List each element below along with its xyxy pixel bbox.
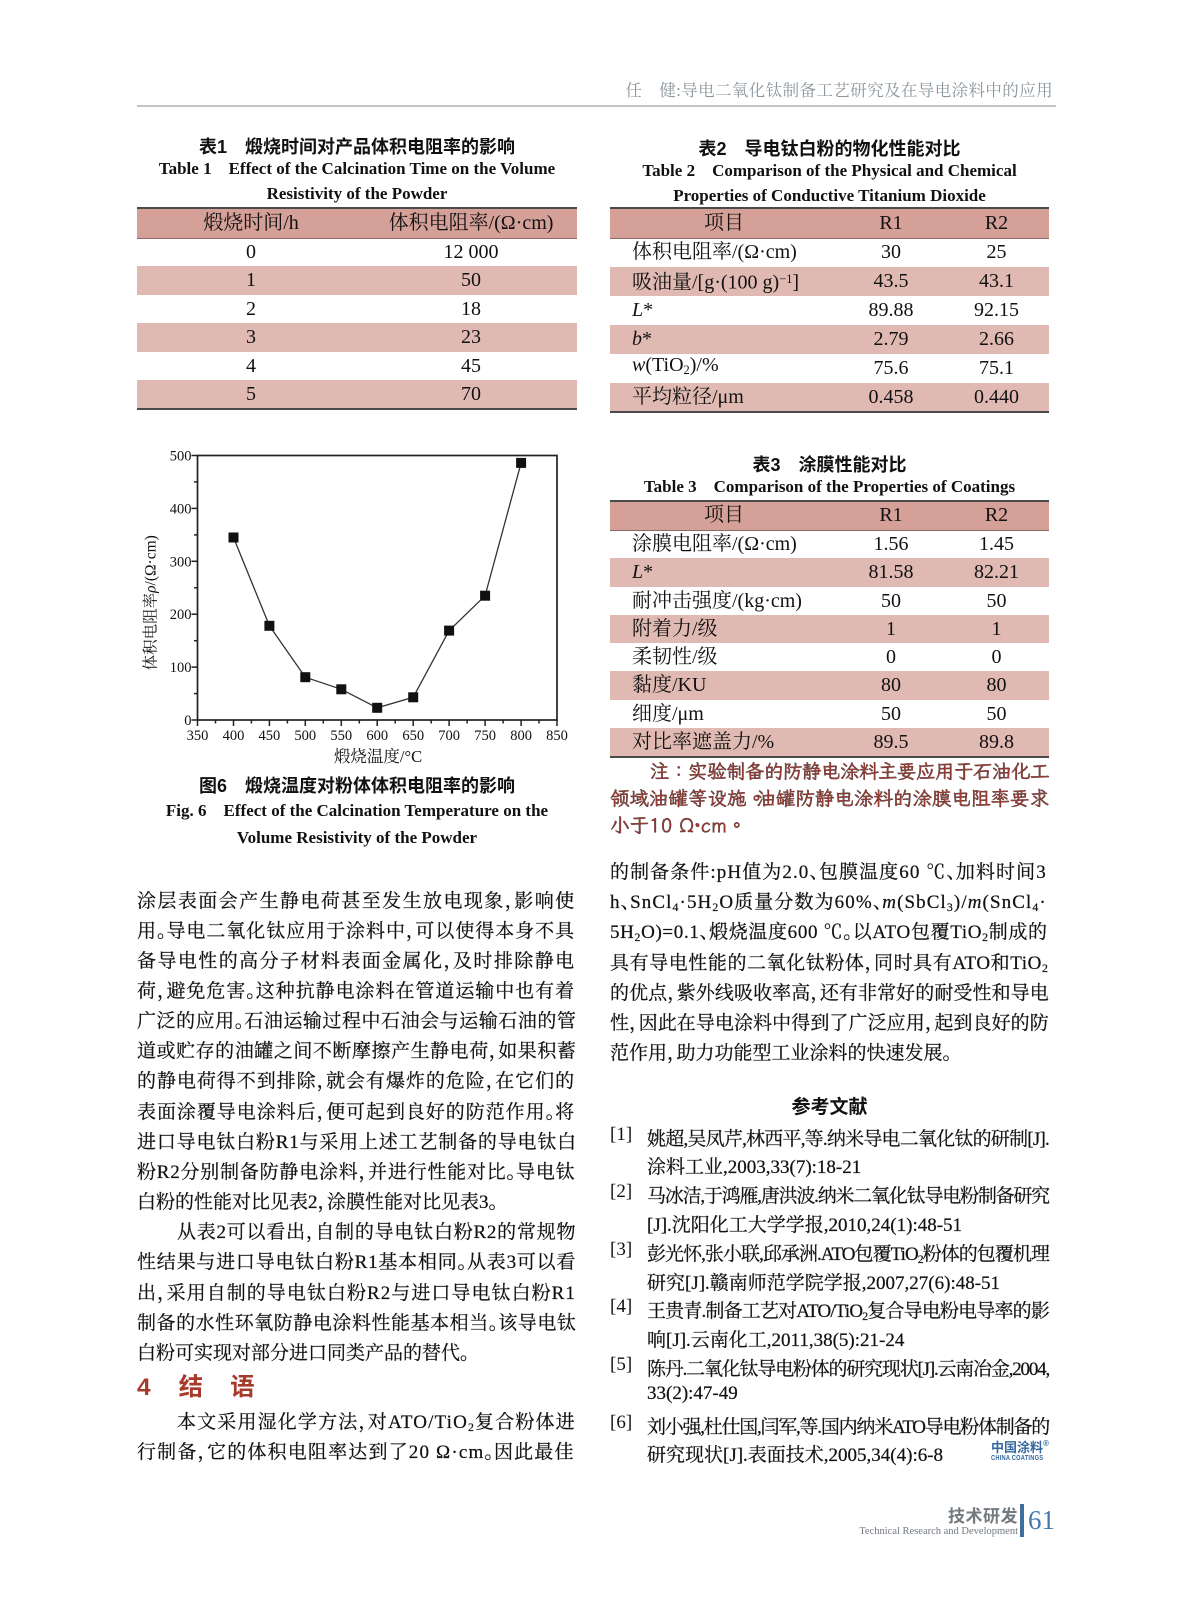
svg-text:400: 400 — [223, 728, 245, 744]
svg-text:400: 400 — [170, 501, 192, 517]
svg-text:600: 600 — [366, 728, 388, 744]
svg-text:200: 200 — [170, 607, 192, 623]
svg-text:煅烧温度/°C: 煅烧温度/°C — [334, 747, 422, 766]
svg-text:500: 500 — [294, 728, 316, 744]
svg-text:700: 700 — [438, 728, 460, 744]
svg-text:800: 800 — [510, 728, 532, 744]
svg-text:350: 350 — [187, 728, 209, 744]
svg-text:100: 100 — [170, 660, 192, 676]
svg-text:0: 0 — [184, 713, 191, 729]
svg-text:750: 750 — [474, 728, 496, 744]
svg-text:300: 300 — [170, 554, 192, 570]
svg-text:500: 500 — [170, 450, 192, 465]
svg-text:450: 450 — [259, 728, 281, 744]
svg-text:体积电阻率ρ/(Ω·cm): 体积电阻率ρ/(Ω·cm) — [142, 535, 160, 670]
svg-text:650: 650 — [402, 728, 424, 744]
svg-text:550: 550 — [330, 728, 352, 744]
svg-text:850: 850 — [546, 728, 568, 744]
